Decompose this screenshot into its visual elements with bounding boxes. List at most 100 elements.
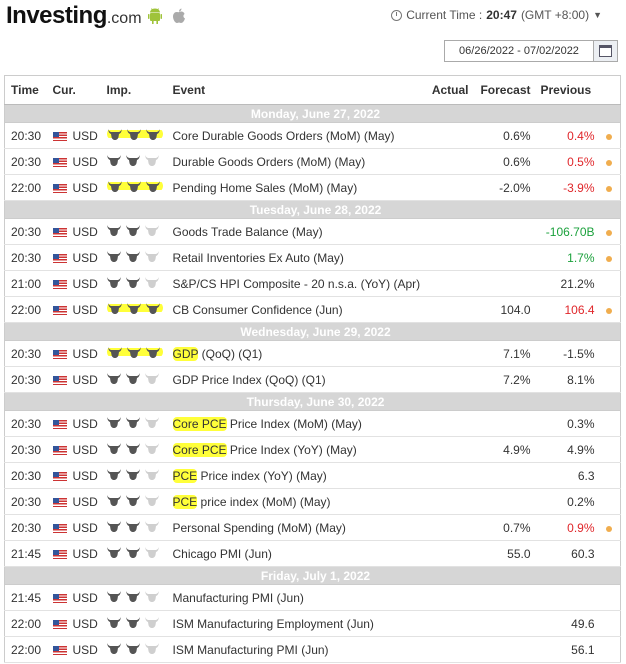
app-store-links [148,8,186,24]
us-flag-icon [52,645,67,655]
event-row[interactable]: 22:00 USD ISM Manufacturing Employment (Ju… [4,610,621,637]
revised-cell [598,148,621,175]
event-row[interactable]: 20:30 USD Core Durable Goods Orders (MoM) … [4,122,621,149]
event-row[interactable]: 20:30 USD PCE price index (MoM) (May) 0.2% [4,488,621,515]
event-row[interactable]: 20:30 USD Core PCE Price Index (YoY) (May)… [4,436,621,463]
event-forecast [472,244,535,271]
event-row[interactable]: 20:30 USD PCE Price index (YoY) (May) 6.3 [4,462,621,489]
col-importance[interactable]: Imp. [100,75,167,105]
current-time-widget[interactable]: Current Time : 20:47 (GMT +8:00) ▼ [391,8,602,22]
event-cell[interactable]: PCE Price index (YoY) (May) [166,462,427,489]
event-cell[interactable]: Durable Goods Orders (MoM) (May) [166,148,427,175]
event-highlight: Core PCE [172,416,227,431]
event-time: 20:30 [4,436,47,463]
event-currency-cell: USD [46,436,101,463]
event-previous: 4.9% [534,436,599,463]
event-row[interactable]: 22:00 USD ISM Manufacturing PMI (Jun) 56.1 [4,636,621,663]
event-row[interactable]: 20:30 USD GDP Price Index (QoQ) (Q1) 7.2% 8.… [4,366,621,393]
event-cell[interactable]: S&P/CS HPI Composite - 20 n.s.a. (YoY) (… [166,270,427,297]
day-label: Thursday, June 30, 2022 [4,392,621,411]
importance-cell [100,366,167,393]
event-cell[interactable]: ISM Manufacturing PMI (Jun) [166,636,427,663]
investing-logo[interactable]: Investing.com [6,2,142,30]
event-cell[interactable]: Personal Spending (MoM) (May) [166,514,427,541]
event-cell[interactable]: Goods Trade Balance (May) [166,218,427,245]
event-actual [426,462,473,489]
col-actual[interactable]: Actual [426,75,473,105]
event-cell[interactable]: Chicago PMI (Jun) [166,540,427,567]
event-forecast: 7.2% [472,366,535,393]
event-row[interactable]: 20:30 USD GDP (QoQ) (Q1) 7.1% -1.5% [4,340,621,367]
col-time[interactable]: Time [4,75,47,105]
event-time: 20:30 [4,148,47,175]
event-previous: 0.3% [534,410,599,437]
event-previous: 0.5% [534,148,599,175]
android-icon[interactable] [148,8,162,24]
date-range-row: 06/26/2022 - 07/02/2022 [0,36,626,72]
event-cell[interactable]: GDP Price Index (QoQ) (Q1) [166,366,427,393]
event-time: 20:30 [4,340,47,367]
importance-cell [100,340,167,367]
event-name: Core Durable Goods Orders (MoM) (May) [172,128,395,143]
col-previous[interactable]: Previous [534,75,599,105]
calendar-body: Monday, June 27, 2022 20:30 USD Core Durabl… [4,104,621,663]
event-currency: USD [72,372,98,387]
event-row[interactable]: 21:00 USD S&P/CS HPI Composite - 20 n.s.a.… [4,270,621,297]
event-currency: USD [72,442,98,457]
col-currency[interactable]: Cur. [46,75,101,105]
event-highlight: Core PCE [172,442,227,457]
importance-cell [100,244,167,271]
us-flag-icon [52,349,67,359]
revised-cell [598,340,621,367]
us-flag-icon [52,445,67,455]
event-actual [426,122,473,149]
event-row[interactable]: 21:45 USD Manufacturing PMI (Jun) [4,584,621,611]
event-cell[interactable]: Manufacturing PMI (Jun) [166,584,427,611]
revised-cell [598,174,621,201]
event-row[interactable]: 20:30 USD Durable Goods Orders (MoM) (May)… [4,148,621,175]
event-row[interactable]: 20:30 USD Retail Inventories Ex Auto (May)… [4,244,621,271]
revised-cell [598,488,621,515]
event-previous [534,584,599,611]
event-cell[interactable]: PCE price index (MoM) (May) [166,488,427,515]
event-name: S&P/CS HPI Composite - 20 n.s.a. (YoY) (… [172,276,421,291]
event-cell[interactable]: CB Consumer Confidence (Jun) [166,296,427,323]
day-header-row: Thursday, June 30, 2022 [4,392,621,411]
event-row[interactable]: 20:30 USD Core PCE Price Index (MoM) (May)… [4,410,621,437]
event-row[interactable]: 22:00 USD CB Consumer Confidence (Jun) 104.… [4,296,621,323]
date-range-input[interactable]: 06/26/2022 - 07/02/2022 [444,40,594,62]
event-cell[interactable]: Retail Inventories Ex Auto (May) [166,244,427,271]
importance-cell [100,584,167,611]
event-name-rest: Price index (YoY) (May) [197,468,327,483]
event-cell[interactable]: Core PCE Price Index (MoM) (May) [166,410,427,437]
col-event[interactable]: Event [166,75,427,105]
event-cell[interactable]: Core PCE Price Index (YoY) (May) [166,436,427,463]
event-name-rest: price index (MoM) (May) [197,494,331,509]
event-cell[interactable]: GDP (QoQ) (Q1) [166,340,427,367]
event-actual [426,340,473,367]
us-flag-icon [52,549,67,559]
event-cell[interactable]: ISM Manufacturing Employment (Jun) [166,610,427,637]
event-actual [426,296,473,323]
event-row[interactable]: 20:30 USD Personal Spending (MoM) (May) 0.7… [4,514,621,541]
event-name-rest: Price Index (MoM) (May) [226,416,362,431]
us-flag-icon [52,253,67,263]
apple-icon[interactable] [172,8,186,24]
event-cell[interactable]: Core Durable Goods Orders (MoM) (May) [166,122,427,149]
event-row[interactable]: 21:45 USD Chicago PMI (Jun) 55.0 60.3 [4,540,621,567]
event-cell[interactable]: Pending Home Sales (MoM) (May) [166,174,427,201]
calendar-button[interactable] [594,40,618,62]
event-time: 20:30 [4,218,47,245]
importance-bulls-icon [106,442,159,454]
event-row[interactable]: 20:30 USD Goods Trade Balance (May) -106.70… [4,218,621,245]
event-row[interactable]: 22:00 USD Pending Home Sales (MoM) (May) -2… [4,174,621,201]
importance-cell [100,436,167,463]
col-forecast[interactable]: Forecast [472,75,535,105]
event-currency: USD [72,520,98,535]
importance-cell [100,462,167,489]
event-currency-cell: USD [46,218,101,245]
event-forecast [472,584,535,611]
us-flag-icon [52,183,67,193]
event-currency-cell: USD [46,636,101,663]
event-time: 20:30 [4,462,47,489]
